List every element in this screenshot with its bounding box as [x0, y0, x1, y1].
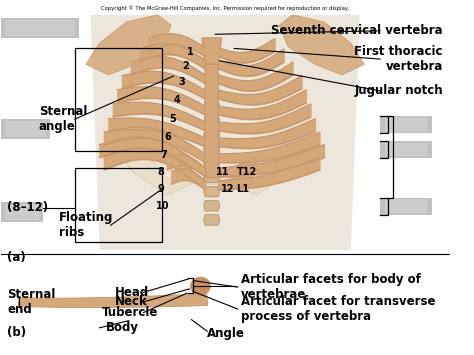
Text: 3: 3 — [178, 77, 185, 87]
Bar — [5, 121, 46, 137]
Text: (8–12): (8–12) — [8, 201, 48, 214]
Polygon shape — [279, 15, 365, 75]
Polygon shape — [204, 158, 220, 169]
Polygon shape — [18, 294, 208, 307]
Bar — [380, 141, 432, 158]
Text: Copyright © The McGraw-Hill Companies, Inc. Permission required for reproduction: Copyright © The McGraw-Hill Companies, I… — [101, 5, 349, 11]
Text: 5: 5 — [169, 114, 176, 124]
Polygon shape — [113, 125, 310, 195]
Text: Head: Head — [115, 286, 149, 299]
Text: 7: 7 — [160, 149, 167, 159]
Polygon shape — [204, 215, 220, 225]
Bar — [0, 119, 50, 138]
Text: Tubercle: Tubercle — [102, 306, 158, 319]
Bar — [384, 200, 427, 213]
Polygon shape — [204, 73, 220, 84]
Text: 10: 10 — [155, 201, 169, 211]
Polygon shape — [204, 87, 220, 98]
Text: Body: Body — [106, 321, 139, 334]
Text: 8: 8 — [158, 167, 164, 177]
Text: (b): (b) — [8, 326, 27, 339]
Polygon shape — [204, 45, 220, 55]
Polygon shape — [204, 186, 220, 197]
Bar — [5, 20, 75, 36]
Polygon shape — [204, 59, 220, 70]
Text: 6: 6 — [164, 132, 171, 142]
Bar — [380, 116, 432, 133]
Text: Floating
ribs: Floating ribs — [59, 211, 113, 239]
Text: Sternal
angle: Sternal angle — [39, 105, 87, 133]
Bar — [380, 198, 432, 215]
Text: Articular facets for body of
vertebrae: Articular facets for body of vertebrae — [241, 273, 421, 301]
Polygon shape — [204, 172, 220, 183]
Text: 9: 9 — [158, 184, 164, 194]
Text: 2: 2 — [182, 61, 189, 71]
Polygon shape — [204, 144, 220, 154]
Text: Angle: Angle — [207, 327, 245, 340]
Bar — [5, 204, 39, 220]
Text: Seventh cervical vertebra: Seventh cervical vertebra — [271, 24, 443, 37]
Text: Jugular notch: Jugular notch — [354, 84, 443, 97]
Bar — [384, 143, 427, 156]
Text: Neck: Neck — [115, 295, 148, 308]
Bar — [75, 168, 162, 242]
Text: 1: 1 — [187, 47, 194, 57]
Polygon shape — [86, 15, 171, 75]
Bar — [0, 18, 79, 38]
Text: First thoracic
vertebra: First thoracic vertebra — [355, 45, 443, 73]
Text: L1: L1 — [237, 184, 249, 194]
Bar — [75, 48, 162, 151]
Polygon shape — [204, 201, 220, 211]
Polygon shape — [191, 277, 210, 295]
Text: (a): (a) — [8, 251, 26, 263]
Polygon shape — [202, 38, 221, 64]
Text: T12: T12 — [237, 167, 256, 177]
Polygon shape — [204, 64, 219, 178]
Bar — [0, 202, 43, 222]
Text: Articular facet for transverse
process of vertebra: Articular facet for transverse process o… — [241, 295, 436, 323]
Polygon shape — [91, 15, 360, 250]
Polygon shape — [204, 102, 220, 112]
Polygon shape — [204, 116, 220, 126]
Text: 11: 11 — [216, 167, 230, 177]
Text: Sternal
end: Sternal end — [8, 288, 56, 316]
Text: 12: 12 — [221, 184, 234, 194]
Text: 4: 4 — [173, 95, 180, 105]
Polygon shape — [204, 130, 220, 140]
Bar — [384, 118, 427, 132]
